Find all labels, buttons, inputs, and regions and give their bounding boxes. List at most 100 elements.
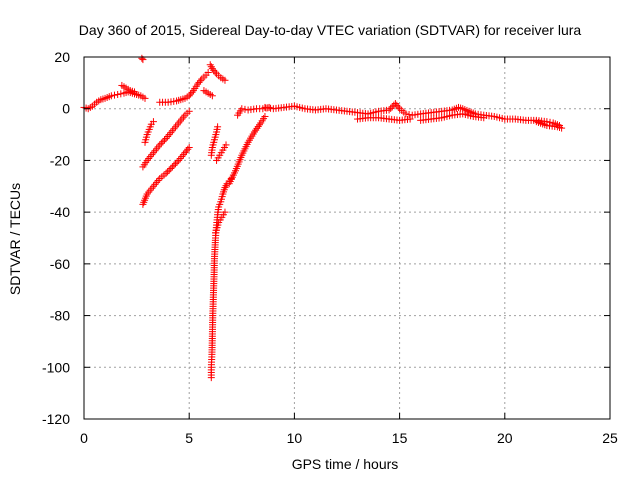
data-point-negative-arcs [184, 145, 192, 153]
data-point-negative-arcs [172, 160, 180, 168]
data-point-midday-hump [208, 92, 216, 100]
data-point-recovery [238, 105, 246, 113]
data-point-early-rise [117, 90, 125, 98]
x-tick-label: 10 [287, 430, 303, 446]
data-point-negative-arcs [175, 119, 183, 127]
data-point-baseline [387, 104, 395, 112]
data-point-baseline [385, 106, 393, 114]
x-tick-label: 20 [497, 430, 513, 446]
data-point-midday-hump [204, 69, 212, 77]
data-point-negative-arcs [148, 151, 156, 159]
data-point-negative-arcs [165, 166, 173, 174]
data-point-negative-arcs [170, 125, 178, 133]
data-point-negative-arcs [159, 138, 167, 146]
data-point-negative-arcs [156, 141, 164, 149]
data-point-negative-arcs [162, 134, 170, 142]
data-point-negative-arcs [168, 127, 176, 135]
data-point-sharp-dip [214, 123, 222, 131]
x-axis-label: GPS time / hours [292, 456, 399, 472]
x-tick-label: 0 [80, 430, 88, 446]
data-point-baseline [388, 103, 396, 111]
data-point-negative-arcs [149, 149, 157, 157]
data-point-negative-arcs [185, 144, 193, 151]
data-point-negative-arcs [160, 136, 168, 144]
data-point-recovery [252, 126, 260, 134]
data-point-early-rise [130, 88, 138, 96]
data-point-negative-arcs [164, 168, 172, 176]
data-point-baseline [402, 110, 410, 118]
data-point-negative-arcs [168, 163, 176, 171]
data-point-negative-arcs [149, 182, 157, 190]
data-point-negative-arcs [170, 161, 178, 169]
y-tick-label: -120 [42, 411, 70, 427]
data-point-recovery [241, 105, 249, 113]
data-point-baseline [405, 111, 413, 119]
data-point-early-rise [141, 94, 149, 102]
data-point-early-rise [114, 90, 122, 98]
data-point-baseline [394, 103, 402, 111]
y-tick-label: 20 [54, 49, 70, 65]
y-tick-label: 0 [62, 101, 70, 117]
data-point-negative-arcs [165, 131, 173, 139]
data-point-negative-arcs [153, 145, 161, 153]
y-tick-label: -80 [50, 308, 70, 324]
data-point-negative-arcs [172, 123, 180, 131]
data-point-baseline [546, 118, 554, 126]
data-point-negative-arcs [173, 158, 181, 166]
y-axis-label: SDTVAR / TECUs [7, 183, 23, 295]
data-point-midday-hump [211, 68, 219, 76]
points-layer [80, 54, 566, 382]
y-tick-label: -20 [50, 152, 70, 168]
data-point-negative-arcs [164, 133, 172, 141]
data-point-negative-arcs [178, 153, 186, 161]
data-point-negative-arcs [148, 184, 156, 192]
data-point-midday-hump [221, 76, 229, 84]
y-tick-label: -60 [50, 256, 70, 272]
data-point-baseline [558, 124, 566, 132]
data-point-negative-arcs [146, 153, 154, 161]
data-point-negative-arcs [173, 121, 181, 129]
data-point-negative-arcs [162, 169, 170, 177]
data-point-negative-arcs [151, 147, 159, 155]
data-point-negative-arcs [145, 154, 153, 162]
data-point-negative-arcs [179, 151, 187, 159]
data-point-negative-arcs [149, 118, 157, 126]
data-point-negative-arcs [167, 129, 175, 137]
data-point-sharp-dip [221, 208, 229, 216]
data-point-negative-arcs [176, 154, 184, 162]
data-point-baseline [480, 114, 488, 122]
data-point-negative-arcs [146, 186, 154, 194]
data-point-negative-arcs [153, 178, 161, 186]
chart-title: Day 360 of 2015, Sidereal Day-to-day VTE… [79, 22, 582, 38]
data-point-recovery [261, 112, 269, 120]
data-point-negative-arcs [179, 113, 187, 121]
data-point-negative-arcs [176, 117, 184, 125]
data-point-negative-arcs [151, 180, 159, 188]
data-point-early-rise [107, 92, 115, 100]
data-point-early-rise [111, 91, 119, 99]
data-point-negative-arcs [167, 165, 175, 173]
ticks-layer: 0 5 10 15 20 25 20 0 -20 -40 -60 -80 -100 -120 [42, 49, 618, 446]
plot-frame [83, 56, 611, 420]
data-point-midday-hump [196, 77, 204, 85]
data-point-baseline [406, 115, 414, 123]
data-point-recovery [255, 121, 263, 129]
x-tick-label: 15 [392, 430, 408, 446]
data-point-recovery [254, 123, 262, 131]
data-point-negative-arcs [154, 143, 162, 151]
data-point-negative-arcs [185, 107, 193, 115]
data-point-negative-arcs [175, 156, 183, 164]
data-point-sharp-dip [222, 141, 230, 149]
data-point-negative-arcs [154, 176, 162, 184]
data-point-negative-arcs [157, 139, 165, 147]
data-point-recovery [253, 124, 261, 132]
y-tick-label: -40 [50, 204, 70, 220]
x-tick-label: 25 [602, 430, 618, 446]
x-tick-label: 5 [185, 430, 193, 446]
data-point-midday-hump [188, 88, 196, 96]
data-point-recovery [250, 128, 258, 136]
y-tick-label: -100 [42, 359, 70, 375]
data-point-negative-arcs [178, 115, 186, 123]
data-point-sharp-dip [222, 182, 230, 190]
